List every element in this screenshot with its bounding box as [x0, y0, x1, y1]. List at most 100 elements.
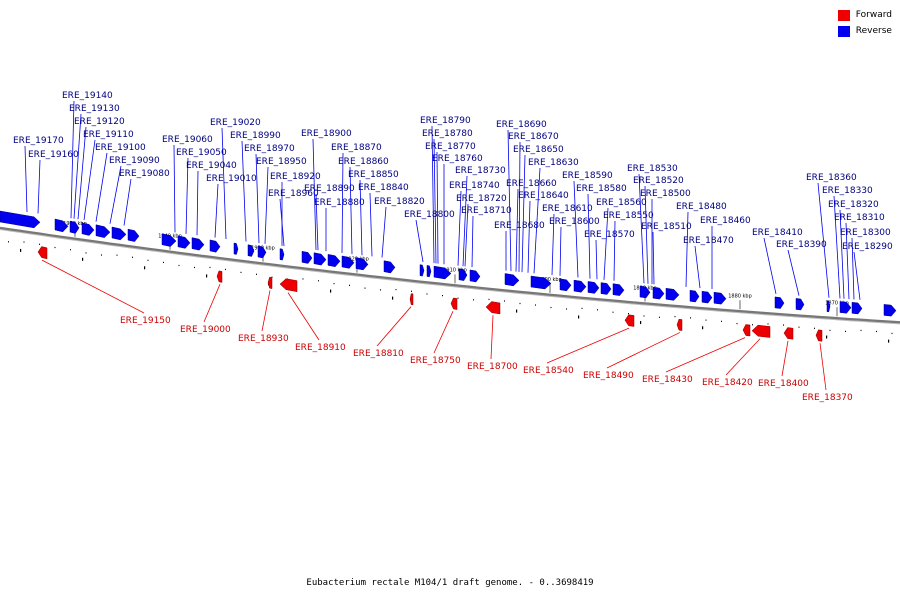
- reverse-gene-label: ERE_18580: [576, 184, 627, 194]
- minor-tick: [612, 311, 614, 313]
- forward-leader-line: [433, 310, 454, 354]
- reverse-gene-label: ERE_19050: [176, 148, 227, 158]
- minor-tick: [209, 266, 211, 269]
- reverse-gene-label: ERE_18360: [806, 173, 857, 183]
- reverse-gene-arrow: [612, 283, 625, 296]
- reverse-leader-line: [507, 129, 512, 272]
- reverse-leader-line: [533, 167, 541, 274]
- forward-gene-label: ERE_18810: [353, 349, 404, 359]
- reverse-gene-arrow: [54, 218, 69, 233]
- reverse-gene-label: ERE_18760: [432, 154, 483, 164]
- reverse-leader-line: [613, 220, 616, 281]
- minor-tick: [457, 297, 459, 299]
- forward-leader-line: [819, 343, 827, 391]
- reverse-gene-arrow: [469, 269, 481, 283]
- reverse-gene-label: ERE_18640: [518, 191, 569, 201]
- reverse-gene-label: ERE_18330: [822, 186, 873, 196]
- reverse-leader-line: [83, 139, 96, 221]
- reverse-gene-arrow: [247, 244, 255, 257]
- reverse-gene-arrow: [689, 289, 700, 303]
- reverse-leader-line: [845, 222, 850, 300]
- reverse-gene-label: ERE_18610: [542, 204, 593, 214]
- reverse-leader-line: [603, 207, 609, 280]
- reverse-gene-label: ERE_18530: [627, 164, 678, 174]
- reverse-gene-label: ERE_19170: [13, 136, 64, 146]
- reverse-gene-label: ERE_18480: [676, 202, 727, 212]
- reverse-leader-line: [315, 193, 319, 251]
- reverse-gene-arrow: [177, 235, 191, 249]
- forward-leader-line: [490, 315, 494, 360]
- reverse-leader-line: [551, 213, 555, 276]
- legend: Forward Reverse: [837, 8, 892, 40]
- forward-gene-label: ERE_18540: [523, 366, 574, 376]
- reverse-gene-arrow: [851, 302, 863, 315]
- forward-gene-label: ERE_18420: [702, 378, 753, 388]
- minor-tick: [845, 330, 846, 333]
- minor-tick: [488, 298, 490, 301]
- forward-swatch-icon: [837, 9, 850, 21]
- reverse-gene-label: ERE_18320: [828, 200, 879, 210]
- minor-tick: [178, 264, 180, 267]
- minor-tick: [628, 313, 629, 315]
- forward-leader-line: [546, 327, 630, 364]
- minor-tick: [535, 304, 536, 306]
- minor-tick: [721, 320, 722, 322]
- reverse-leader-line: [515, 188, 519, 272]
- reverse-leader-line: [433, 138, 437, 264]
- reverse-leader-line: [595, 239, 598, 280]
- reverse-gene-label: ERE_18960: [268, 189, 319, 199]
- minor-tick: [54, 246, 56, 249]
- forward-gene-label: ERE_18910: [295, 343, 346, 353]
- reverse-leader-line: [694, 245, 701, 289]
- genome-backbone-shadow: [0, 229, 900, 325]
- reverse-gene-label: ERE_19080: [119, 169, 170, 179]
- genome-backbone: [0, 226, 900, 324]
- forward-leader-line: [203, 284, 221, 323]
- forward-gene-arrow: [267, 276, 273, 289]
- forward-gene-arrow: [485, 301, 501, 315]
- reverse-leader-line: [638, 173, 645, 284]
- minor-tick: [194, 266, 195, 269]
- major-tick: [888, 339, 890, 343]
- reverse-leader-line: [839, 209, 845, 299]
- map-caption: Eubacterium rectale M104/1 draft genome.…: [306, 578, 594, 588]
- reverse-gene-label: ERE_18680: [494, 221, 545, 231]
- scale-tick-label: 1880 kbp: [728, 293, 752, 299]
- reverse-gene-label: ERE_18570: [584, 230, 635, 240]
- reverse-gene-label: ERE_18520: [633, 176, 684, 186]
- reverse-leader-line: [833, 195, 841, 299]
- reverse-gene-arrow: [458, 268, 468, 281]
- minor-tick: [752, 324, 753, 326]
- reverse-gene-arrow: [209, 239, 221, 253]
- reverse-gene-arrow: [161, 233, 177, 247]
- reverse-gene-label: ERE_18890: [304, 184, 355, 194]
- reverse-gene-label: ERE_19100: [95, 143, 146, 153]
- reverse-leader-line: [369, 192, 373, 257]
- reverse-gene-arrow: [95, 224, 111, 238]
- reverse-gene-label: ERE_18300: [840, 228, 891, 238]
- minor-tick: [829, 329, 831, 331]
- reverse-leader-line: [255, 153, 260, 244]
- reverse-gene-arrow: [419, 264, 425, 277]
- minor-tick: [116, 254, 118, 256]
- major-tick: [20, 248, 22, 252]
- reverse-gene-label: ERE_19110: [83, 130, 134, 140]
- minor-tick: [705, 319, 707, 321]
- forward-leader-line: [41, 259, 145, 314]
- reverse-gene-label: ERE_18630: [528, 158, 579, 168]
- reverse-gene-label: ERE_19140: [62, 91, 113, 101]
- reverse-gene-label: ERE_19120: [74, 117, 125, 127]
- reverse-gene-label: ERE_18900: [301, 129, 352, 139]
- reverse-gene-label: ERE_18670: [508, 132, 559, 142]
- reverse-gene-arrow: [341, 255, 355, 269]
- reverse-gene-label: ERE_18790: [420, 116, 471, 126]
- minor-tick: [504, 300, 505, 302]
- forward-gene-arrow: [742, 324, 751, 337]
- reverse-leader-line: [431, 125, 435, 264]
- minor-tick: [690, 317, 691, 319]
- reverse-gene-label: ERE_18590: [562, 171, 613, 181]
- scale-tick-label: 1910 kbp: [443, 267, 467, 273]
- forward-gene-arrow: [624, 314, 635, 327]
- reverse-gene-label: ERE_19130: [69, 104, 120, 114]
- reverse-gene-label: ERE_18950: [256, 157, 307, 167]
